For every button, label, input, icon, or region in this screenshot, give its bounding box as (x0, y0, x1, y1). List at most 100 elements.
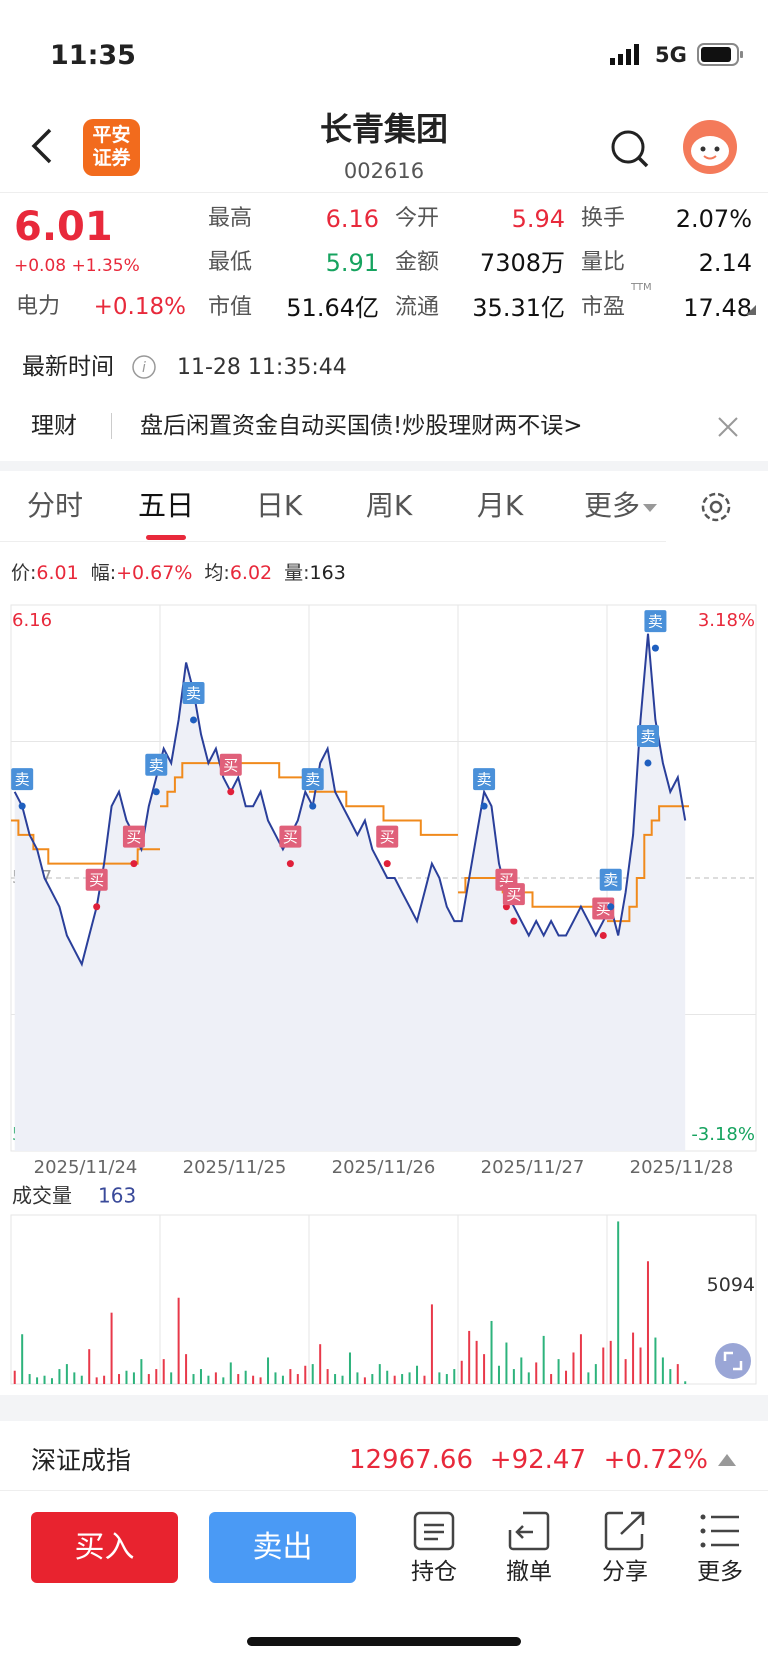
holdings-icon[interactable] (412, 1510, 456, 1552)
x-tick-label: 2025/11/27 (481, 1157, 585, 1178)
back-button[interactable] (28, 126, 58, 166)
signal-label: 买 (596, 900, 611, 918)
volume-bar (363, 1377, 366, 1384)
signal-dot (93, 903, 101, 911)
volume-bar (43, 1375, 46, 1384)
share-icon[interactable] (603, 1510, 647, 1552)
stock-code: 002616 (343, 159, 425, 183)
volume-bar (88, 1349, 91, 1384)
banner-tag: 理财 (31, 413, 77, 439)
volume-bar (669, 1369, 672, 1384)
volume-bar (401, 1374, 404, 1384)
volume-frame (10, 1214, 757, 1385)
volume-bar (579, 1334, 582, 1384)
volume-bar (140, 1359, 143, 1384)
expand-arrow[interactable] (717, 1452, 737, 1468)
banner-text[interactable]: 盘后闲置资金自动买国债!炒股理财两不误> (140, 413, 583, 439)
more-icon[interactable] (698, 1510, 742, 1552)
info-label: 幅: (90, 562, 117, 584)
chart: 6.165.975.783.18%-3.18%卖买买卖卖买买卖买卖买买买卖卖卖2… (10, 604, 757, 1385)
tool-label[interactable]: 分享 (602, 1559, 648, 1585)
volume-bar (430, 1304, 433, 1384)
volume-bar (505, 1342, 508, 1384)
info-label: 价: (11, 562, 37, 584)
price-line (13, 633, 687, 967)
signal-label: 买 (223, 756, 238, 774)
close-banner[interactable] (716, 415, 740, 439)
stat-value: 5.94 (511, 205, 565, 233)
signal-dot (644, 759, 652, 767)
sell-button[interactable]: 卖出 (209, 1512, 356, 1583)
tool-label[interactable]: 撤单 (506, 1559, 552, 1585)
search-button[interactable] (608, 127, 652, 171)
signal-dot (309, 802, 317, 810)
buy-button[interactable]: 买入 (31, 1512, 178, 1583)
stat-value: 5.91 (325, 249, 379, 277)
signal-dot (18, 802, 26, 810)
volume-title: 成交量 (12, 1184, 72, 1208)
volume-bar (423, 1375, 426, 1384)
fullscreen-button[interactable] (715, 1343, 751, 1379)
volume-bar (65, 1364, 68, 1384)
signal-dot (599, 931, 607, 939)
volume-bar (468, 1330, 471, 1384)
volume-bar (550, 1374, 553, 1384)
volume-bar (646, 1261, 649, 1384)
tab[interactable]: 更多 (583, 489, 640, 522)
volume-bar (58, 1369, 61, 1384)
volume-bar (304, 1365, 307, 1384)
y-tick-label: 6.16 (12, 610, 52, 631)
volume-bar (207, 1375, 210, 1384)
signal-dot (607, 903, 615, 911)
fullscreen-icon (723, 1351, 743, 1371)
signal-badge (11, 768, 34, 791)
cancel-icon[interactable] (507, 1510, 551, 1552)
tab[interactable]: 周K (365, 489, 413, 522)
tab[interactable]: 日K (255, 489, 303, 522)
signal-dot (130, 860, 138, 868)
tab[interactable]: 分时 (26, 489, 83, 522)
settings-button[interactable] (698, 489, 734, 525)
broker-logo: 平安 证券 (83, 119, 140, 176)
volume-bar (565, 1370, 568, 1384)
stat-label: 流通 (395, 295, 440, 320)
info-icon[interactable]: i (131, 354, 157, 380)
stat-value: 6.16 (325, 205, 379, 233)
change: +0.08 (14, 256, 67, 276)
stat-label: 量比 (581, 250, 626, 275)
signal-badge (219, 753, 242, 776)
volume-bar (535, 1362, 538, 1384)
volume-bar (244, 1370, 247, 1384)
signal-dot (190, 716, 198, 724)
signal-label: 买 (380, 828, 395, 846)
divider (0, 541, 666, 542)
index-change: +92.47 (489, 1445, 586, 1475)
signal-label: 买 (126, 828, 141, 846)
stock-name: 长青集团 (319, 110, 448, 148)
stat-value: 7308万 (479, 249, 565, 277)
tool-label[interactable]: 持仓 (411, 1559, 457, 1585)
signal-dot (383, 860, 391, 868)
volume-bar (73, 1372, 76, 1384)
stat-value: 17.48 (683, 294, 752, 322)
signal-badge (376, 825, 399, 848)
volume-bar (110, 1312, 113, 1384)
volume-bar (416, 1365, 419, 1384)
stat-value: 35.31亿 (472, 294, 565, 322)
tab[interactable]: 月K (476, 489, 524, 522)
tool-label[interactable]: 更多 (697, 1559, 743, 1585)
index-name: 深证成指 (31, 1446, 132, 1475)
volume-bar (192, 1374, 195, 1384)
avatar-button[interactable] (682, 119, 738, 175)
volume-bar (252, 1375, 255, 1384)
volume-bar (80, 1375, 83, 1384)
stat-label: 金额 (395, 250, 440, 275)
volume-current: 163 (98, 1184, 136, 1208)
volume-bar (371, 1374, 374, 1384)
info-label: 均: (204, 562, 230, 584)
tab[interactable]: 五日 (137, 489, 194, 522)
status-time: 11:35 (50, 40, 136, 71)
update-time: 11-28 11:35:44 (177, 355, 347, 380)
volume-bar (490, 1320, 493, 1384)
